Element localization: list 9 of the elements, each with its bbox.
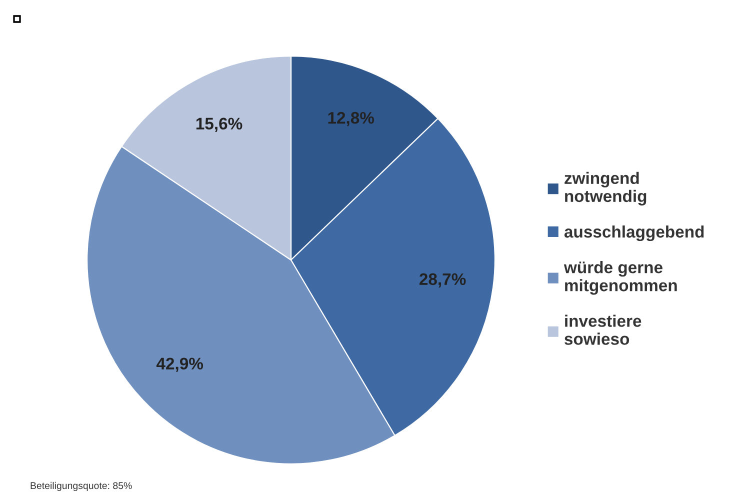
legend-label: würde gerne mitgenommen — [564, 261, 677, 295]
legend-label: investiere sowieso — [564, 314, 642, 345]
data-label: 15,6% — [196, 118, 242, 132]
legend-label: ausschlaggebend — [564, 225, 704, 242]
data-label: 42,9% — [156, 358, 204, 372]
text: Beteiligungsquote: 85% — [30, 482, 132, 491]
legend-label: zwingend notwendig — [564, 172, 646, 206]
data-label: 12,8% — [328, 112, 374, 126]
data-label: 28,7% — [420, 273, 466, 288]
